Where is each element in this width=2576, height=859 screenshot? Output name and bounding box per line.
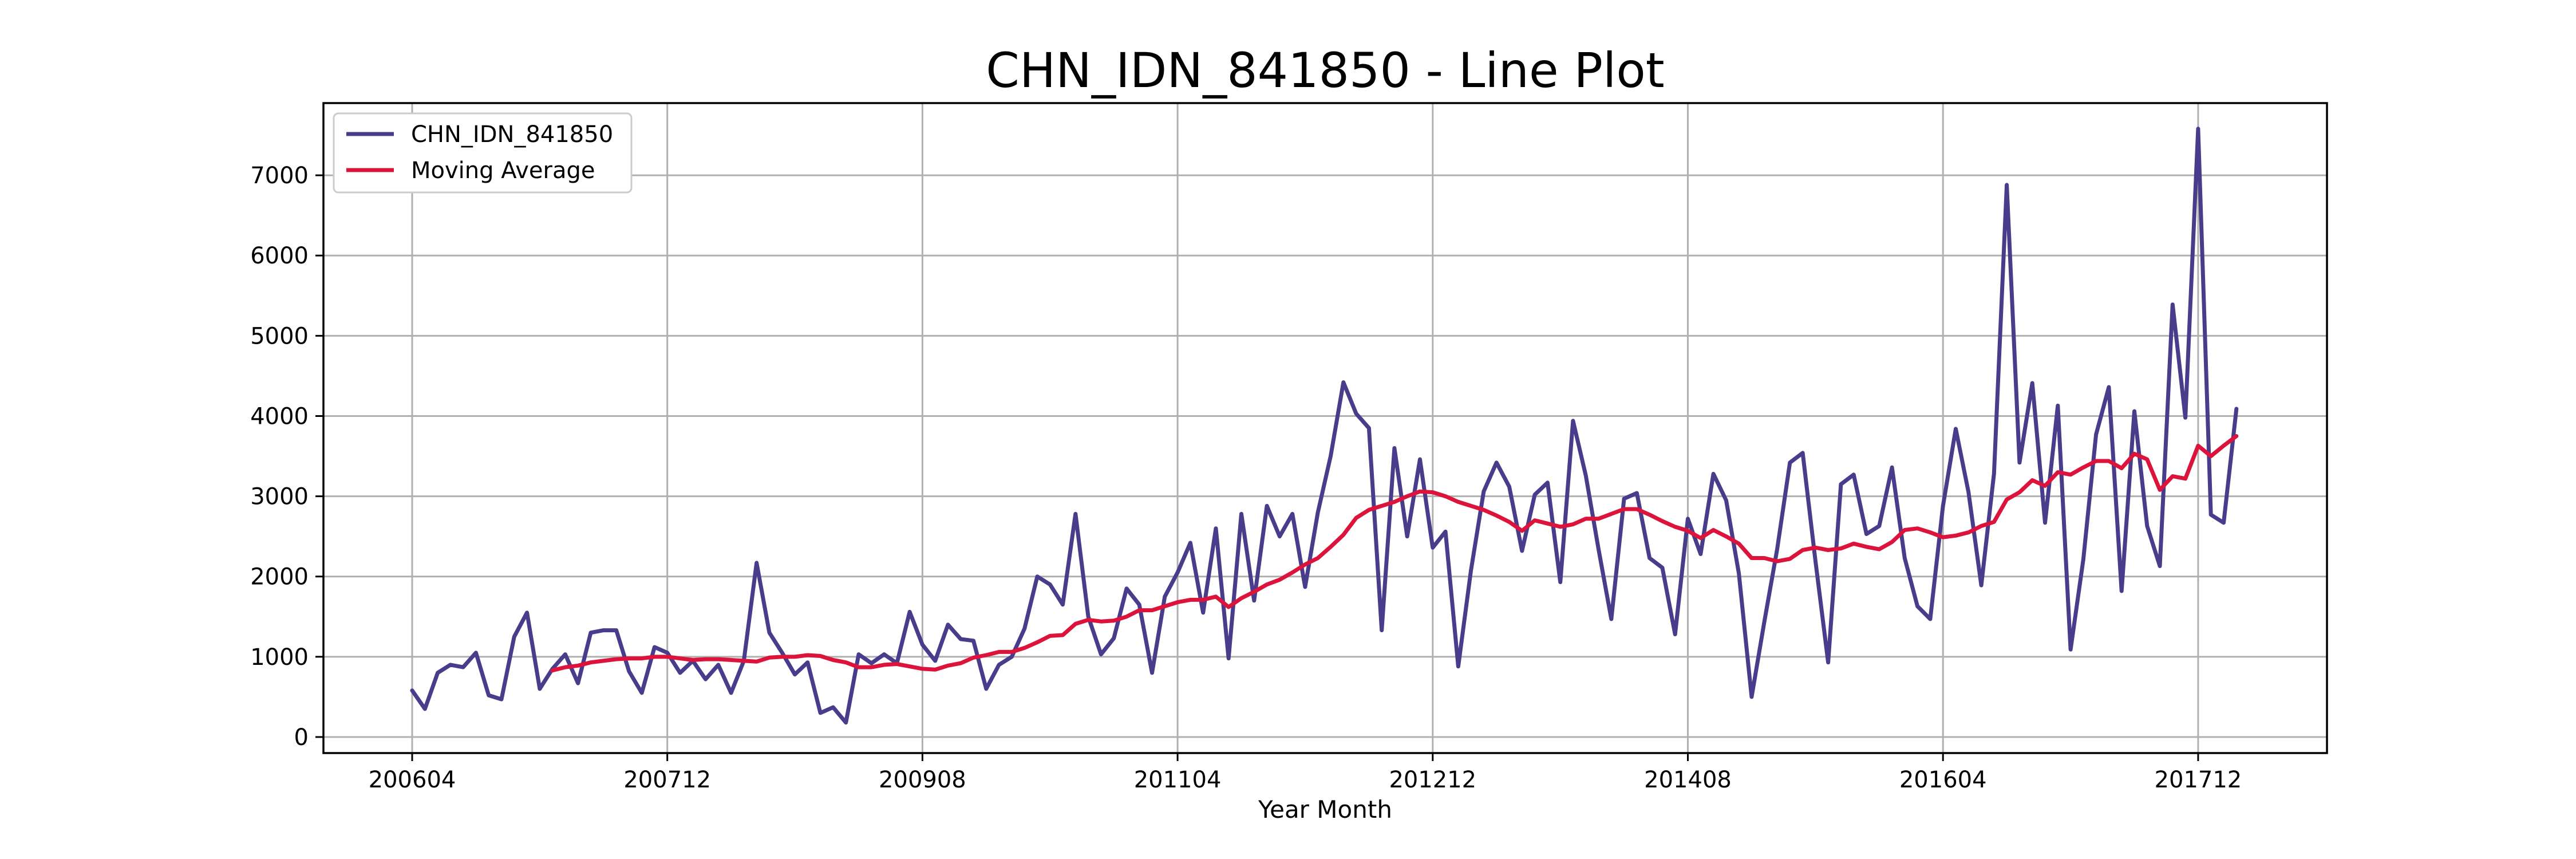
x-axis-label: Year Month	[1258, 795, 1392, 823]
x-tick-label: 201604	[1899, 767, 1987, 793]
y-tick-label: 3000	[250, 484, 309, 510]
plot-frame	[322, 102, 2328, 754]
grid	[323, 103, 2327, 753]
legend-label-moving-average: Moving Average	[411, 157, 595, 184]
y-axis: 0 1000 2000 3000 4000 5000 6000 7000	[250, 163, 323, 751]
x-tick-label: 200604	[369, 767, 456, 793]
x-tick-label: 200908	[879, 767, 966, 793]
y-tick-label: 4000	[250, 403, 309, 430]
series-line-chn-idn-841850	[410, 127, 2239, 725]
y-tick-label: 7000	[250, 163, 309, 189]
x-tick-label: 201408	[1644, 767, 1732, 793]
x-tick-label: 201104	[1134, 767, 1222, 793]
x-tick-label: 200712	[623, 767, 711, 793]
x-axis: 200604 200712 200908 201104 201212 201408 2016…	[369, 753, 2242, 793]
y-tick-label: 5000	[250, 323, 309, 349]
legend-label-chn-idn-841850: CHN_IDN_841850	[411, 121, 613, 148]
legend-box	[333, 112, 633, 194]
series-line-moving-average	[550, 434, 2239, 673]
x-tick-label: 201712	[2155, 767, 2242, 793]
chart-title: CHN_IDN_841850 - Line Plot	[986, 42, 1664, 98]
x-tick-label: 201212	[1389, 767, 1476, 793]
series-layer	[410, 127, 2239, 725]
y-tick-label: 1000	[250, 644, 309, 671]
y-tick-label: 2000	[250, 564, 309, 590]
y-tick-label: 0	[294, 724, 309, 751]
y-tick-label: 6000	[250, 243, 309, 269]
legend: CHN_IDN_841850 Moving Average	[333, 112, 633, 194]
